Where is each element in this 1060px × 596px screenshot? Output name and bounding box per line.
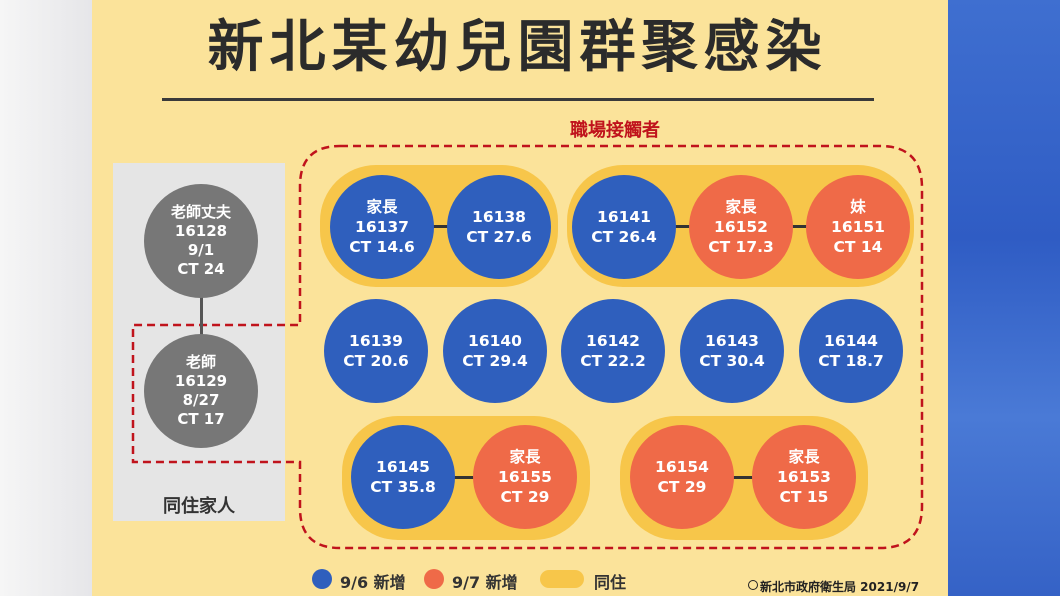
case-node-16155: 家長 16155 CT 29 xyxy=(473,425,577,529)
node-case-id: 16145 xyxy=(376,458,430,476)
right-margin xyxy=(948,0,1060,596)
node-ct: CT 27.6 xyxy=(466,228,532,246)
workplace-label: 職場接觸者 xyxy=(570,120,660,141)
case-node-16152: 家長 16152 CT 17.3 xyxy=(689,175,793,279)
case-node-16139: 16139 CT 20.6 xyxy=(324,299,428,403)
node-case-id: 16155 xyxy=(498,468,552,486)
case-node-16153: 家長 16153 CT 15 xyxy=(752,425,856,529)
case-node-16141: 16141 CT 26.4 xyxy=(572,175,676,279)
node-case-id: 16144 xyxy=(824,332,878,350)
cohabit-connector xyxy=(780,225,820,228)
node-ct: CT 20.6 xyxy=(343,352,409,370)
legend-label-97: 9/7 新增 xyxy=(452,573,518,592)
case-node-16154: 16154 CT 29 xyxy=(630,425,734,529)
legend-cohabit-swatch xyxy=(540,570,584,588)
title-divider xyxy=(162,98,874,101)
node-case-id: 16152 xyxy=(714,218,768,236)
node-case-id: 16140 xyxy=(468,332,522,350)
case-node-16144: 16144 CT 18.7 xyxy=(799,299,903,403)
household-connector xyxy=(200,272,203,342)
legend-label-96: 9/6 新增 xyxy=(340,573,406,592)
node-ct: CT 22.2 xyxy=(580,352,646,370)
household-node-16129: 老師 16129 8/27 CT 17 xyxy=(144,334,258,448)
cohabit-connector xyxy=(445,476,485,479)
legend-dot-97 xyxy=(424,569,444,589)
node-case-id: 16154 xyxy=(655,458,709,476)
node-ct: CT 29 xyxy=(657,478,707,496)
case-node-16137: 家長 16137 CT 14.6 xyxy=(330,175,434,279)
node-case-id: 16139 xyxy=(349,332,403,350)
source-credit: 新北市政府衛生局 2021/9/7 xyxy=(760,580,920,594)
node-date: 8/27 xyxy=(182,391,220,409)
cohabit-connector xyxy=(723,476,763,479)
node-ct: CT 35.8 xyxy=(370,478,436,496)
health-bureau-logo-icon xyxy=(748,580,758,590)
node-ct: CT 17.3 xyxy=(708,238,774,256)
node-role: 老師 xyxy=(185,353,216,371)
node-case-id: 16143 xyxy=(705,332,759,350)
node-ct: CT 14 xyxy=(833,238,883,256)
node-ct: CT 26.4 xyxy=(591,228,657,246)
page-title: 新北某幼兒園群聚感染 xyxy=(207,15,828,80)
case-node-16138: 16138 CT 27.6 xyxy=(447,175,551,279)
node-date: 9/1 xyxy=(187,241,215,259)
household-node-16128: 老師丈夫 16128 9/1 CT 24 xyxy=(144,184,258,298)
node-role: 老師丈夫 xyxy=(170,203,231,221)
case-node-16140: 16140 CT 29.4 xyxy=(443,299,547,403)
node-case-id: 16151 xyxy=(831,218,885,236)
node-role: 家長 xyxy=(725,198,757,216)
node-role: 家長 xyxy=(788,448,820,466)
case-node-16142: 16142 CT 22.2 xyxy=(561,299,665,403)
legend-dot-96 xyxy=(312,569,332,589)
node-ct: CT 15 xyxy=(779,488,829,506)
legend-label-cohabit: 同住 xyxy=(594,573,627,592)
node-case-id: 16138 xyxy=(472,208,526,226)
node-case-id: 16141 xyxy=(597,208,651,226)
node-case-id: 16153 xyxy=(777,468,831,486)
node-case-id: 16142 xyxy=(586,332,640,350)
case-node-16145: 16145 CT 35.8 xyxy=(351,425,455,529)
household-label: 同住家人 xyxy=(163,496,235,517)
node-case-id: 16129 xyxy=(174,372,228,390)
case-node-16143: 16143 CT 30.4 xyxy=(680,299,784,403)
cohabit-connector xyxy=(420,225,460,228)
node-ct: CT 24 xyxy=(177,260,225,278)
node-ct: CT 29.4 xyxy=(462,352,528,370)
node-role: 家長 xyxy=(366,198,398,216)
node-ct: CT 18.7 xyxy=(818,352,884,370)
node-role: 妹 xyxy=(850,198,866,216)
case-node-16151: 妹 16151 CT 14 xyxy=(806,175,910,279)
node-ct: CT 17 xyxy=(177,410,225,428)
node-ct: CT 14.6 xyxy=(349,238,415,256)
node-case-id: 16137 xyxy=(355,218,409,236)
node-role: 家長 xyxy=(509,448,541,466)
node-ct: CT 30.4 xyxy=(699,352,765,370)
node-ct: CT 29 xyxy=(500,488,550,506)
node-case-id: 16128 xyxy=(174,222,228,240)
left-margin xyxy=(0,0,92,596)
